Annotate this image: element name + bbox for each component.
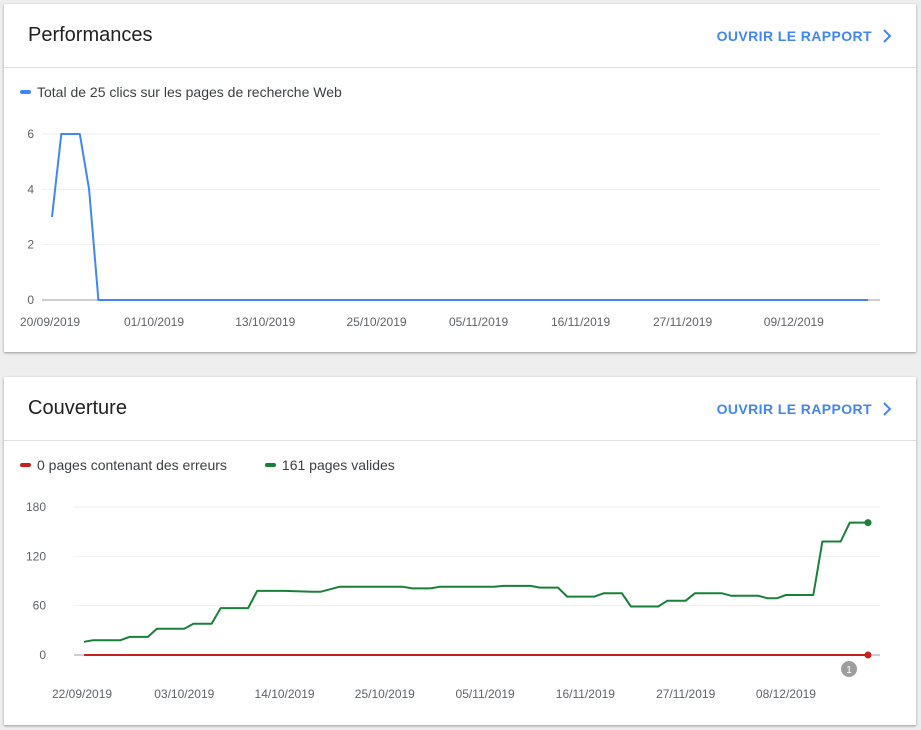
x-tick-label: 16/11/2019: [551, 315, 610, 329]
x-tick-label: 27/11/2019: [653, 315, 712, 329]
y-tick-label: 4: [27, 182, 34, 196]
valid-swatch: [264, 463, 276, 467]
series-end-point-2: [864, 519, 872, 527]
errors-swatch: [20, 463, 31, 467]
y-tick-label: 60: [33, 599, 47, 613]
x-tick-label: 05/11/2019: [449, 315, 508, 329]
x-tick-label: 22/09/2019: [52, 687, 112, 701]
coverage-card: Couverture OUVRIR LE RAPPORT 0 pages con…: [4, 377, 916, 725]
chevron-right-icon: [883, 29, 892, 43]
performance-title: Performances: [28, 24, 153, 46]
x-tick-label: 25/10/2019: [355, 687, 415, 701]
x-tick-label: 27/11/2019: [656, 687, 715, 701]
performance-chart: 0 2 4 6 20/09/2019 01/10/2019 13/10/2019 25/10/…: [20, 127, 880, 329]
series-line-1: [51, 133, 868, 301]
performance-legend: Total de 25 clics sur les pages de reche…: [20, 84, 380, 100]
coverage-title: Couverture: [28, 397, 127, 419]
x-tick-label: 03/10/2019: [154, 687, 214, 701]
performance-card: Performances OUVRIR LE RAPPORT Total de …: [4, 4, 916, 352]
y-tick-label: 0: [39, 648, 46, 662]
x-tick-label: 25/10/2019: [347, 315, 407, 329]
coverage-open-report-label: OUVRIR LE RAPPORT: [716, 401, 872, 417]
y-tick-label: 120: [26, 549, 46, 563]
series-end-point-1: [864, 651, 872, 659]
y-tick-label: 180: [26, 500, 46, 514]
coverage-card-header: Couverture OUVRIR LE RAPPORT: [4, 377, 916, 441]
legend-item-errors[interactable]: 0 pages contenant des erreurs: [20, 457, 227, 473]
legend-item-clicks[interactable]: Total de 25 clics sur les pages de reche…: [20, 84, 342, 100]
y-tick-label: 6: [27, 127, 34, 141]
performance-open-report-label: OUVRIR LE RAPPORT: [716, 28, 872, 44]
x-tick-label: 20/09/2019: [20, 315, 80, 329]
annotation-badge-circle: [841, 661, 857, 677]
x-tick-label: 05/11/2019: [456, 687, 515, 701]
coverage-chart: 0 60 120 180 22/09/2019 03/10/2019 14/10/2019 2…: [26, 500, 880, 701]
x-tick-label: 14/10/2019: [255, 687, 315, 701]
x-tick-label: 13/10/2019: [235, 315, 295, 329]
x-tick-label: 09/12/2019: [764, 315, 824, 329]
clicks-swatch: [20, 90, 31, 94]
coverage-open-report-link[interactable]: OUVRIR LE RAPPORT: [717, 401, 892, 417]
series-line-2: [83, 521, 868, 643]
legend-label-errors: 0 pages contenant des erreurs: [37, 457, 227, 473]
annotation-badge[interactable]: 1: [841, 661, 857, 677]
y-tick-label: 0: [27, 293, 34, 307]
legend-label-clicks: Total de 25 clics sur les pages de reche…: [37, 84, 342, 100]
annotation-badge-label: 1: [846, 665, 852, 676]
x-tick-label: 01/10/2019: [124, 315, 184, 329]
chevron-right-icon: [883, 402, 892, 416]
x-tick-label: 16/11/2019: [556, 687, 615, 701]
performance-open-report-link[interactable]: OUVRIR LE RAPPORT: [717, 28, 892, 44]
legend-label-valid: 161 pages valides: [281, 457, 395, 473]
legend-item-valid[interactable]: 161 pages valides: [264, 457, 395, 473]
performance-card-header: Performances OUVRIR LE RAPPORT: [4, 4, 916, 68]
coverage-legend: 0 pages contenant des erreurs 161 pages …: [20, 457, 433, 473]
y-tick-label: 2: [27, 238, 34, 252]
x-tick-label: 08/12/2019: [756, 687, 816, 701]
